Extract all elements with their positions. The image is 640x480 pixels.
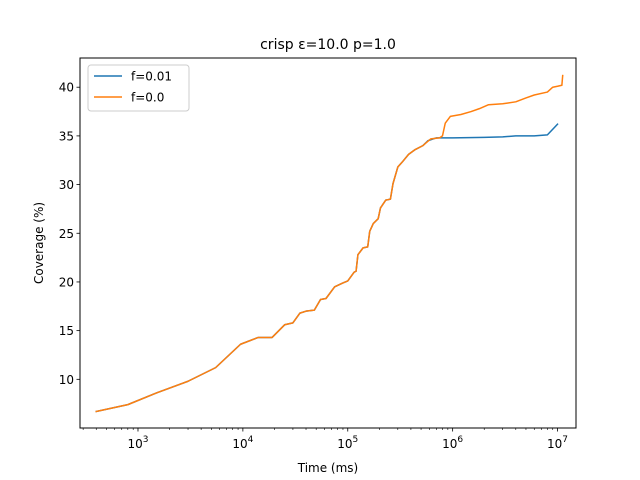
series-line-1	[95, 74, 564, 413]
y-tick-label: 30	[59, 178, 74, 192]
y-axis-ticks: 10 15 20 25 30 35 40	[59, 81, 80, 387]
y-tick-label: 15	[59, 324, 74, 338]
legend: f=0.01 f=0.0	[87, 64, 190, 112]
x-tick-label: 105	[337, 435, 358, 451]
y-tick-label: 40	[59, 81, 74, 95]
x-axis-ticks: 103 104 105 106 107	[82, 428, 568, 451]
legend-label-0: f=0.01	[131, 70, 172, 84]
x-tick-label: 104	[232, 435, 253, 451]
x-axis-label: Time (ms)	[297, 461, 359, 475]
y-tick-label: 35	[59, 129, 74, 143]
x-tick-label: 106	[442, 435, 463, 451]
legend-label-1: f=0.0	[131, 91, 164, 105]
chart-title: crisp ε=10.0 p=1.0	[260, 37, 396, 53]
plot-area	[79, 57, 577, 429]
x-tick-label: 107	[547, 435, 568, 451]
y-tick-label: 20	[59, 275, 74, 289]
series-layer	[95, 74, 564, 413]
axes-frame	[79, 57, 577, 429]
y-axis-label: Coverage (%)	[32, 202, 46, 284]
y-tick-label: 25	[59, 227, 74, 241]
y-tick-label: 10	[59, 373, 74, 387]
x-tick-label: 103	[127, 435, 148, 451]
